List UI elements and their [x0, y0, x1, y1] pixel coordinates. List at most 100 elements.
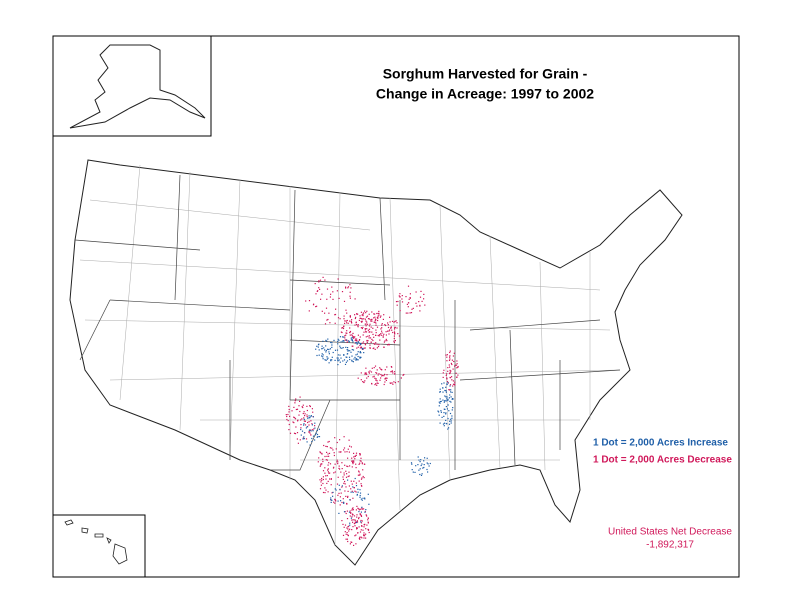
- dot: [355, 359, 357, 361]
- dot: [337, 340, 339, 343]
- dot: [339, 347, 341, 349]
- dot: [367, 493, 369, 495]
- dot: [349, 316, 351, 318]
- dot: [327, 357, 329, 359]
- dot: [346, 353, 348, 355]
- dot: [354, 298, 356, 300]
- dot: [342, 336, 344, 338]
- dot: [415, 302, 417, 304]
- dot: [351, 334, 353, 336]
- dot: [442, 372, 444, 374]
- dot: [348, 530, 350, 532]
- dot: [312, 416, 314, 418]
- dot: [382, 318, 384, 320]
- dot: [294, 417, 296, 419]
- dot: [443, 412, 445, 414]
- dot: [327, 464, 329, 466]
- dot: [439, 391, 441, 393]
- dot: [358, 511, 360, 513]
- dot: [361, 525, 363, 527]
- dot: [337, 463, 339, 465]
- dot: [303, 423, 305, 425]
- dot: [421, 300, 423, 302]
- dot: [319, 288, 321, 290]
- dot: [316, 290, 318, 292]
- dot: [371, 320, 373, 322]
- dot: [452, 385, 454, 387]
- dot: [352, 521, 354, 523]
- dot: [454, 384, 456, 386]
- dot: [348, 485, 350, 487]
- dot: [363, 331, 365, 333]
- dot: [337, 461, 339, 463]
- dot: [393, 335, 395, 337]
- dot: [298, 414, 300, 416]
- net-value: -1,892,317: [646, 540, 694, 551]
- dot: [305, 300, 307, 302]
- dot: [343, 325, 345, 327]
- dot: [352, 345, 354, 347]
- dot: [442, 376, 444, 378]
- dot: [334, 359, 336, 361]
- dot: [362, 348, 364, 350]
- dot: [355, 454, 357, 456]
- dot: [443, 369, 445, 371]
- dot: [355, 316, 357, 318]
- dot: [365, 331, 368, 333]
- dot: [354, 338, 357, 340]
- dot: [351, 529, 353, 531]
- dot: [368, 313, 370, 315]
- dot: [299, 410, 301, 413]
- dot: [405, 296, 407, 298]
- dot: [342, 534, 345, 536]
- dot: [355, 324, 358, 326]
- dot: [334, 322, 336, 324]
- dot: [325, 349, 327, 352]
- dot: [387, 322, 389, 324]
- dot: [407, 285, 410, 287]
- dot: [445, 354, 447, 356]
- dot: [374, 384, 376, 386]
- dot: [375, 324, 377, 326]
- dot: [363, 508, 365, 510]
- dot: [381, 330, 383, 332]
- dot: [334, 314, 336, 316]
- dot: [401, 298, 403, 300]
- dot: [439, 402, 441, 404]
- dot: [338, 359, 340, 361]
- dot: [322, 476, 324, 478]
- dot: [346, 527, 348, 529]
- dot: [354, 477, 356, 480]
- dot: [288, 405, 290, 407]
- dot: [352, 507, 354, 509]
- dot: [427, 471, 429, 473]
- dot: [322, 470, 325, 472]
- dot: [328, 455, 330, 457]
- dot: [390, 366, 392, 368]
- dot: [375, 334, 377, 336]
- dot: [309, 432, 311, 434]
- dot: [300, 427, 302, 429]
- dot: [293, 406, 295, 408]
- dot: [359, 473, 361, 475]
- dot: [357, 507, 359, 509]
- dot: [347, 495, 349, 497]
- dot: [355, 534, 357, 536]
- dot: [351, 339, 354, 341]
- dot: [418, 301, 420, 303]
- dot: [450, 362, 452, 364]
- dot: [359, 336, 361, 338]
- dot: [319, 465, 321, 467]
- dot: [324, 349, 326, 351]
- dot: [286, 415, 288, 418]
- dot: [441, 416, 443, 418]
- dot: [347, 286, 350, 288]
- dot: [455, 372, 457, 374]
- dot: [384, 378, 386, 380]
- county-lines: [79, 164, 621, 546]
- dot: [376, 312, 378, 315]
- dot: [453, 352, 455, 354]
- dot: [309, 405, 311, 407]
- dot: [332, 491, 334, 493]
- dot: [351, 337, 353, 339]
